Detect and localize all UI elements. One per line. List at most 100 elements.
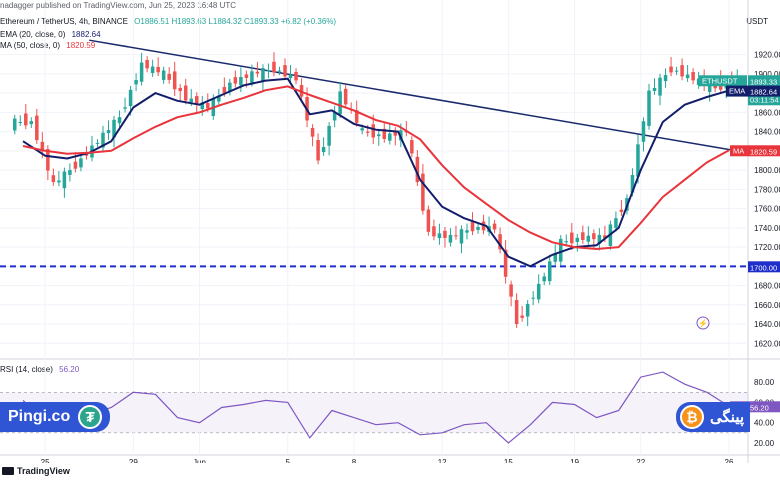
rsi-value-badge-text: 56.20 — [750, 403, 769, 412]
price-tick-label: 1900.00 — [754, 70, 780, 79]
candle-body — [338, 91, 342, 115]
rsi-band — [0, 392, 748, 433]
candle-body — [498, 234, 502, 250]
last-price-badge-text: 1893.33 — [750, 77, 777, 86]
candle-body — [195, 96, 199, 105]
candle-body — [332, 112, 337, 121]
candle-body — [139, 62, 144, 82]
candle-body — [150, 66, 155, 74]
candle-body — [51, 175, 56, 182]
candle-body — [68, 170, 72, 175]
candle-body — [239, 76, 243, 86]
candle-body — [559, 238, 563, 262]
candle-body — [663, 75, 668, 82]
candle-body — [217, 95, 221, 102]
legend-ema-label[interactable]: EMA (20, close, 0) — [0, 30, 66, 39]
candle-body — [206, 103, 210, 109]
ma-value-badge — [748, 145, 780, 157]
currency-label: USDT — [746, 17, 768, 26]
legend-ohlc: O1886.51 H1893.63 L1884.32 C1893.33 +6.8… — [134, 17, 337, 26]
candle-body — [178, 88, 182, 92]
candle-body — [531, 297, 535, 299]
candle-body — [614, 218, 618, 228]
legend-symbol[interactable]: Ethereum / TetherUS, 4h, BINANCE — [0, 17, 128, 26]
candle-body — [145, 60, 149, 69]
date-tick-label: 29 — [129, 458, 138, 467]
tradingview-label: TradingView — [17, 466, 70, 476]
candle-body — [189, 98, 193, 103]
candle-body — [35, 115, 39, 141]
ma-tag-text: MA — [733, 146, 744, 155]
descending-trendline — [89, 39, 749, 154]
candle-body — [134, 80, 138, 85]
candle-body — [707, 82, 712, 92]
price-tick-label: 1780.00 — [754, 185, 780, 194]
candle-body — [382, 128, 387, 139]
candle-body — [388, 133, 392, 141]
ema-value-badge-text: 1882.64 — [750, 88, 777, 97]
ema-20-line — [22, 77, 730, 268]
candle-body — [365, 131, 370, 133]
tradingview-logo[interactable]: TradingView — [2, 466, 70, 476]
date-tick-label: 26 — [725, 458, 734, 467]
candle-body — [167, 73, 171, 80]
candle-body — [432, 226, 436, 237]
candle-body — [454, 235, 458, 237]
rsi-tick-label: 20.00 — [754, 439, 775, 448]
candle-body — [261, 68, 265, 82]
candle-body — [123, 107, 127, 109]
brand-badge-left[interactable]: Pingi.co ₮ — [0, 402, 110, 432]
date-tick-label: 25 — [41, 458, 50, 467]
candle-body — [696, 78, 701, 86]
rsi-tick-label: 40.00 — [754, 419, 775, 428]
lightning-glyph: ⚡ — [698, 318, 708, 328]
candle-body — [658, 77, 662, 96]
candle-body — [575, 237, 580, 242]
date-tick-label: 15 — [504, 458, 513, 467]
candle-body — [503, 249, 508, 277]
candle-body — [680, 65, 684, 77]
brand-badge-right[interactable]: ₿ پینگی — [676, 402, 750, 432]
date-tick-label: 19 — [570, 458, 579, 467]
candle-body — [228, 82, 232, 92]
candle-body — [437, 233, 442, 239]
candle-body — [570, 232, 574, 244]
price-tick-label: 1720.00 — [754, 243, 780, 252]
ma-value-badge-text: 1820.59 — [750, 147, 777, 156]
grid-lines — [0, 0, 780, 463]
candle-body — [553, 253, 557, 262]
candle-body — [647, 90, 651, 126]
candle-body — [377, 134, 381, 137]
candle-body — [57, 180, 61, 183]
candle-body — [13, 118, 17, 131]
price-tick-label: 1760.00 — [754, 205, 780, 214]
candle-body — [636, 144, 640, 177]
date-tick-label: 12 — [438, 458, 447, 467]
last-price-badge-text: 03:11:54 — [750, 95, 779, 104]
rsi-line — [22, 371, 730, 444]
price-tick-label: 1860.00 — [754, 108, 780, 117]
candle-body — [669, 66, 673, 73]
candle-body — [29, 121, 34, 125]
candle-body — [24, 113, 28, 126]
legend-ma-label[interactable]: MA (50, close, 0) — [0, 41, 61, 50]
candle-body — [393, 130, 398, 136]
ma-50-line — [22, 85, 730, 250]
legend-rsi-label[interactable]: RSI (14, close) — [0, 365, 53, 374]
candle-body — [106, 130, 111, 134]
candle-body — [46, 149, 50, 171]
price-tick-label: 1660.00 — [754, 301, 780, 310]
tether-icon: ₮ — [78, 405, 103, 429]
candle-body — [183, 85, 188, 101]
candle-body — [581, 232, 585, 240]
candle-body — [277, 70, 282, 72]
candle-body — [641, 121, 646, 142]
price-tick-label: 1680.00 — [754, 282, 780, 291]
candle-body — [630, 175, 635, 193]
candle-body — [371, 124, 375, 138]
candle-body — [652, 87, 657, 91]
candle-body — [250, 71, 254, 83]
candle-body — [288, 74, 293, 79]
